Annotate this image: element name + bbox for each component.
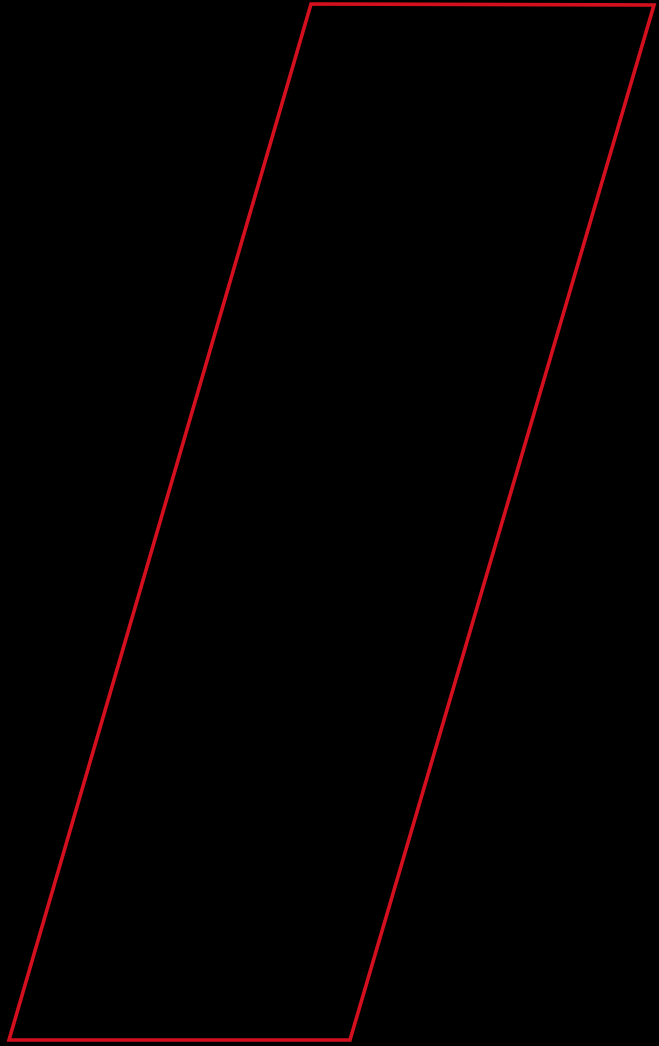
red-parallelogram-outline [6, 2, 657, 1042]
